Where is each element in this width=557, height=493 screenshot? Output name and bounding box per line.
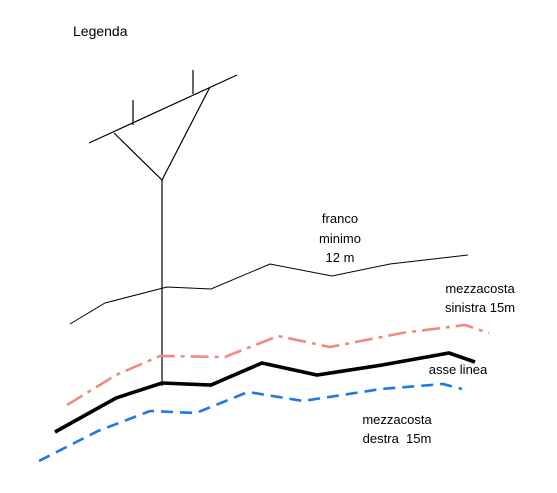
svg-text:destra 15m: destra 15m: [363, 431, 432, 446]
svg-text:mezzacosta: mezzacosta: [362, 412, 432, 427]
line-asse-linea: [54, 351, 476, 434]
svg-text:12 m: 12 m: [326, 250, 355, 265]
svg-text:mezzacosta: mezzacosta: [445, 281, 515, 296]
legend-title: Legenda: [73, 23, 128, 39]
line-franco-minimo: [69, 254, 469, 325]
svg-text:minimo: minimo: [319, 231, 361, 246]
svg-text:sinistra 15m: sinistra 15m: [445, 300, 515, 315]
pylon-body: [113, 86, 211, 181]
line-mezzacosta-sinistra: [66, 323, 490, 407]
line-mezzacosta-destra: [38, 382, 463, 463]
svg-text:franco: franco: [322, 211, 358, 226]
label-asse-linea: asse linea: [429, 362, 488, 377]
label-mezzacosta-sinistra: mezzacosta sinistra 15m: [445, 281, 515, 315]
label-franco-minimo: franco minimo 12 m: [319, 211, 361, 265]
pylon-crossarm: [88, 74, 238, 144]
label-mezzacosta-destra: mezzacosta destra 15m: [362, 412, 432, 446]
pylon-icon: [88, 70, 238, 386]
